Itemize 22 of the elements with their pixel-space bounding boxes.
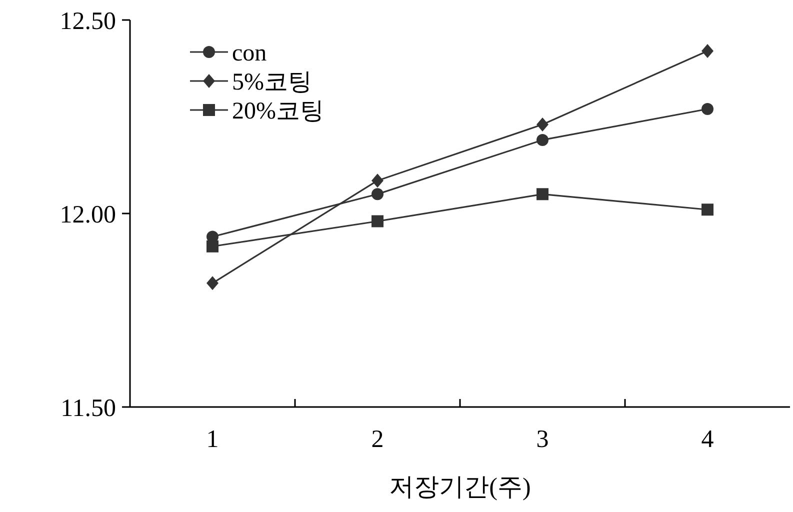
x-tick-label: 3 (536, 426, 549, 453)
x-tick-label: 2 (371, 426, 384, 453)
point (702, 204, 714, 216)
y-tick-label: 12.50 (60, 8, 116, 35)
point (206, 276, 218, 290)
point (536, 117, 548, 132)
point (372, 174, 384, 188)
legend-label: con (232, 40, 267, 66)
point (702, 44, 714, 58)
y-tick-label: 11.50 (60, 394, 116, 422)
legend-label: 20%코팅 (232, 98, 324, 124)
point (536, 134, 548, 146)
point (702, 103, 714, 116)
point (536, 188, 548, 200)
point (372, 215, 384, 228)
y-tick-label: 12.00 (60, 201, 116, 228)
point (372, 188, 384, 200)
x-tick-label: 1 (206, 426, 219, 453)
legend-label: 5%코팅 (232, 69, 312, 96)
x-axis-title: 저장기간(주) (389, 474, 531, 501)
point (206, 240, 218, 252)
x-tick-label: 4 (701, 426, 714, 453)
